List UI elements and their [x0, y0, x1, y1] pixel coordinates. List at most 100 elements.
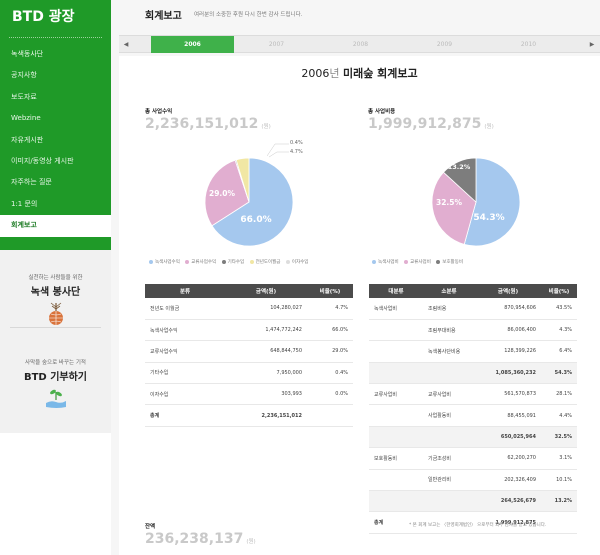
table-cell — [423, 490, 475, 513]
table-row: 조림부대비용 86,006,400 4.3% — [369, 319, 577, 342]
sidebar-nav-panel: BTD 광장 녹색동사단 공지사항 보도자료 Webzine 자유게시판 이미지… — [0, 0, 111, 250]
table-cell — [423, 426, 475, 449]
page-subtitle: 여러분의 소중한 후원 다시 한번 감사 드립니다. — [194, 12, 303, 18]
table-cell: 303,993 — [225, 383, 307, 406]
table-row-total: 총계 1,999,912,875 — [369, 511, 577, 534]
donate-promo[interactable]: 사막을 숲으로 바꾸는 기적 BTD 기부하기 — [0, 358, 111, 416]
chevron-right-icon[interactable]: ▶ — [589, 41, 595, 48]
table-cell: 사업활동비 — [423, 404, 475, 427]
tab-2006[interactable]: 2006 — [151, 36, 234, 53]
sidebar-item-free-board[interactable]: 자유게시판 — [11, 135, 44, 144]
table-row: 이자수입 303,993 0.0% — [145, 383, 353, 406]
sidebar-brand[interactable]: BTD 광장 — [12, 9, 75, 25]
sidebar-item-faq[interactable]: 자주하는 질문 — [11, 178, 52, 187]
table-cell — [369, 469, 423, 492]
column-header: 금액(원) — [225, 284, 307, 298]
divider — [9, 37, 102, 38]
volunteer-promo[interactable]: 실천하는 사람들을 위한 녹색 봉사단 — [0, 273, 111, 331]
table-cell — [423, 362, 475, 385]
balance-label: 잔액 — [145, 524, 156, 530]
table-cell: 기타수입 — [145, 362, 225, 385]
table-cell: 녹색사업비 — [369, 298, 423, 320]
table-cell: 1,085,360,232 — [475, 362, 541, 385]
pie-label: 13.2% — [448, 163, 471, 171]
tab-2009[interactable]: 2009 — [436, 41, 453, 48]
sidebar-item-accounting[interactable]: 회계보고 — [0, 215, 111, 237]
tab-2007[interactable]: 2007 — [268, 41, 285, 48]
sidebar-item-notices[interactable]: 공지사항 — [11, 71, 37, 80]
pie-callout: 4.7% — [290, 149, 303, 155]
table-cell — [369, 319, 423, 342]
table-cell: 32.5% — [541, 426, 577, 449]
legend-label: 교류사업비 — [410, 260, 431, 265]
expense-total-value: 1,999,912,875 (원) — [368, 116, 494, 132]
report-year-suffix: 년 — [329, 67, 340, 80]
table-row: 교류사업수익 648,844,750 29.0% — [145, 340, 353, 363]
unit-label: (원) — [484, 124, 494, 130]
table-cell: 일반관리비 — [423, 469, 475, 492]
table-cell — [369, 362, 423, 385]
sidebar-item-green-volunteers[interactable]: 녹색동사단 — [11, 50, 44, 58]
table-cell: 조림비용 — [423, 298, 475, 320]
table-cell: 264,526,679 — [475, 490, 541, 513]
table-cell: 보호활동비 — [369, 447, 423, 470]
table-cell: 104,280,027 — [225, 298, 307, 320]
table-cell: 54.3% — [541, 362, 577, 385]
expense-table: 대분류 소분류 금액(원) 비율(%) 녹색사업비 조림비용 870,954,606… — [369, 284, 577, 534]
sidebar-item-inquiry[interactable]: 1:1 문의 — [11, 199, 38, 208]
sidebar-item-webzine[interactable]: Webzine — [11, 114, 41, 123]
tab-2008[interactable]: 2008 — [352, 41, 369, 48]
table-row: 녹색사업수익 1,474,772,242 66.0% — [145, 319, 353, 342]
table-cell: 0.4% — [307, 362, 353, 385]
pie-label: 54.3% — [473, 213, 504, 223]
report-content: 2006년 미래숲 회계보고 총 사업수익 2,236,151,012 (원) 6… — [119, 56, 600, 555]
sidebar-item-media-board[interactable]: 이미지/동영상 게시판 — [11, 156, 74, 165]
table-row: 보호활동비 기금조성비 62,200,270 3.1% — [369, 447, 577, 470]
legend-label: 이자수입 — [291, 260, 309, 265]
table-row: 전년도 이월금 104,280,027 4.7% — [145, 298, 353, 320]
sidebar-item-press[interactable]: 보도자료 — [11, 92, 37, 101]
income-total-value: 2,236,151,012 (원) — [145, 116, 271, 132]
table-cell: 교류사업비 — [423, 383, 475, 406]
table-cell: 전년도 이월금 — [145, 298, 225, 320]
promo-caption: 실천하는 사람들을 위한 — [28, 275, 83, 281]
table-cell: 88,455,091 — [475, 404, 541, 427]
expense-label: 총 사업비용 — [368, 109, 396, 115]
table-cell: 66.0% — [307, 319, 353, 342]
table-cell: 4.3% — [541, 319, 577, 342]
table-cell: 기금조성비 — [423, 447, 475, 470]
column-header: 소분류 — [423, 284, 475, 298]
table-row: 기타수입 7,950,000 0.4% — [145, 362, 353, 385]
table-row: 교류사업비 교류사업비 561,570,873 28.1% — [369, 383, 577, 406]
table-row-subtotal: 1,085,360,232 54.3% — [369, 362, 577, 385]
table-cell: 교류사업수익 — [145, 340, 225, 363]
pie-callout: 0.4% — [290, 140, 303, 146]
table-cell: 29.0% — [307, 340, 353, 363]
table-cell — [369, 340, 423, 363]
promo-title: BTD 기부하기 — [23, 372, 88, 383]
legend-label: 녹색사업수익 — [155, 260, 180, 265]
balance-total: 236,238,137 — [145, 531, 244, 547]
legend-label: 교류사업수익 — [191, 260, 217, 265]
table-cell: 10.1% — [541, 469, 577, 492]
table-cell: 561,570,873 — [475, 383, 541, 406]
table-cell: 13.2% — [541, 490, 577, 513]
table-cell: 총계 — [369, 511, 423, 534]
table-cell: 2,236,151,012 — [225, 404, 307, 427]
chevron-left-icon[interactable]: ◀ — [123, 41, 129, 48]
globe-tree-icon — [48, 302, 63, 325]
main-area: 회계보고 여러분의 소중한 후원 다시 한번 감사 드립니다. ◀ 2006 2… — [111, 0, 600, 555]
hand-sprout-icon — [45, 389, 66, 408]
table-cell: 녹색사업수익 — [145, 319, 225, 342]
table-cell — [423, 511, 475, 534]
table-cell: 0.0% — [307, 383, 353, 406]
sidebar: BTD 광장 녹색동사단 공지사항 보도자료 Webzine 자유게시판 이미지… — [0, 0, 111, 555]
table-cell: 녹색봉사단비용 — [423, 340, 475, 363]
tab-2010[interactable]: 2010 — [520, 41, 537, 48]
table-cell: 총계 — [145, 404, 225, 427]
expense-legend: 녹색사업비 교류사업비 보호활동비 — [372, 259, 467, 265]
report-title: 2006년 미래숲 회계보고 — [119, 65, 600, 81]
legend-item: 교류사업수익 — [185, 259, 217, 265]
table-cell: 1,999,912,875 — [475, 511, 541, 534]
